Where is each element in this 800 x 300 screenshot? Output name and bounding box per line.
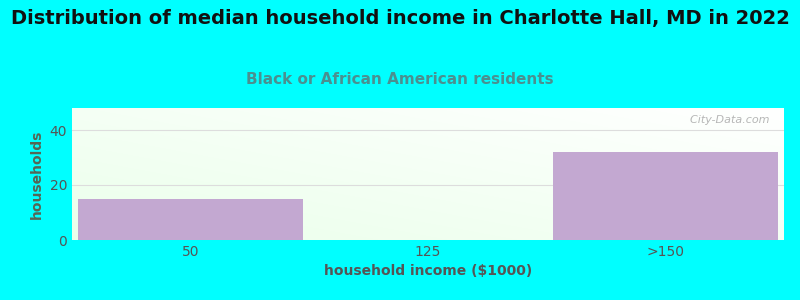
Text: Black or African American residents: Black or African American residents: [246, 72, 554, 87]
Bar: [553, 152, 778, 240]
Bar: [78, 199, 303, 240]
Y-axis label: households: households: [30, 129, 44, 219]
Text: Distribution of median household income in Charlotte Hall, MD in 2022: Distribution of median household income …: [10, 9, 790, 28]
X-axis label: household income ($1000): household income ($1000): [324, 264, 532, 278]
Text: City-Data.com: City-Data.com: [683, 115, 770, 124]
